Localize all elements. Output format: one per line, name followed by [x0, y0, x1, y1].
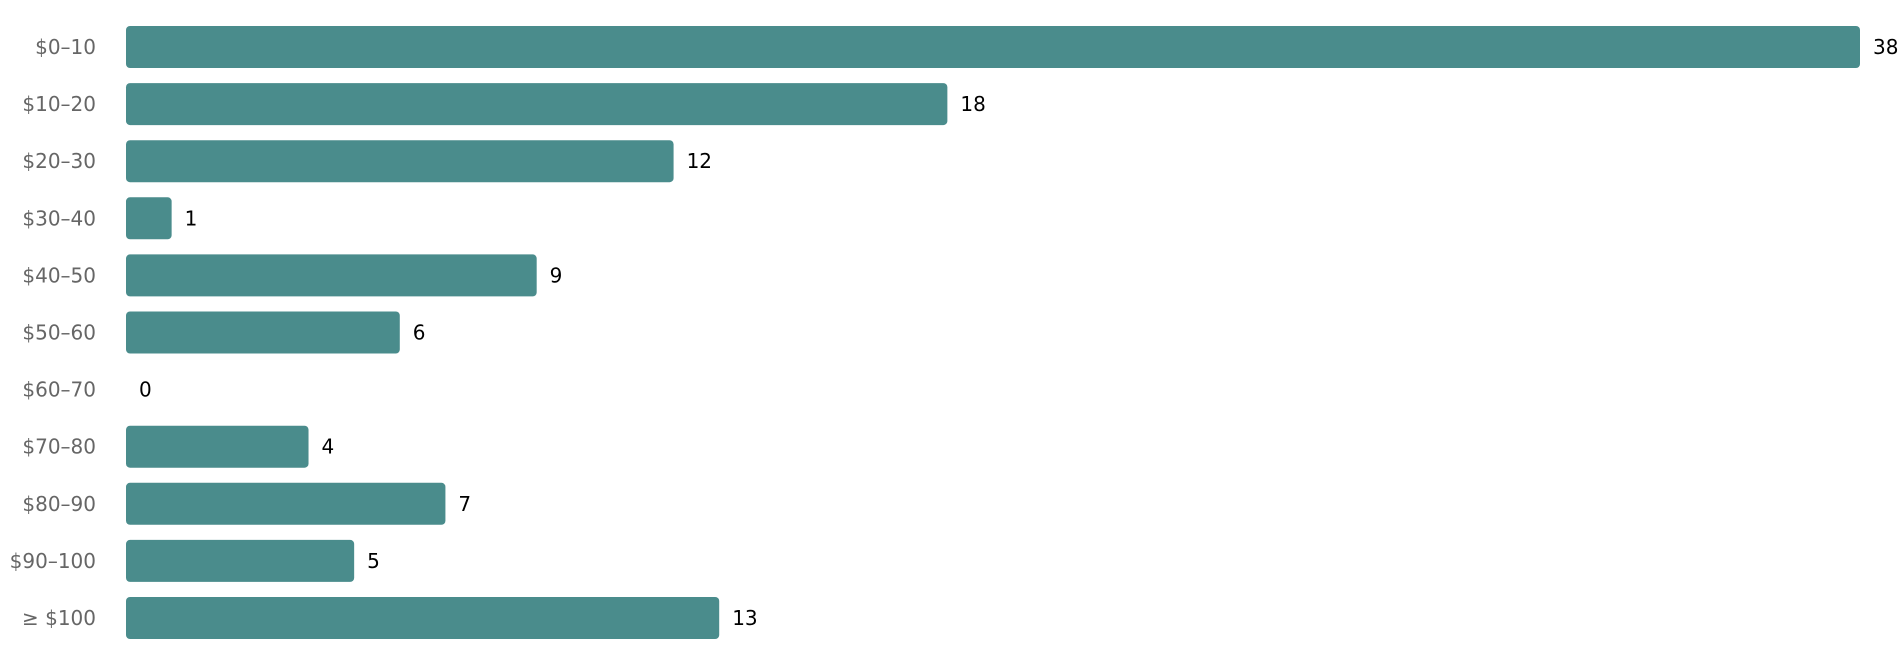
bar: [126, 425, 309, 468]
value-label: 7: [458, 492, 471, 516]
category-label: $80–90: [22, 492, 96, 516]
bar: [126, 482, 446, 525]
bar: [126, 26, 1860, 68]
bar: [126, 254, 537, 297]
value-label: 4: [322, 435, 335, 459]
category-label: $40–50: [22, 263, 96, 287]
value-label: 13: [732, 606, 757, 630]
value-label: 6: [413, 321, 426, 345]
value-label: 1: [185, 206, 198, 230]
category-label: $0–10: [35, 35, 96, 59]
category-label: $90–100: [10, 549, 96, 573]
category-label: $50–60: [22, 321, 96, 345]
value-label: 0: [139, 378, 152, 402]
bar: [126, 597, 720, 639]
bar: [126, 83, 948, 126]
category-label: ≥ $100: [22, 606, 96, 630]
value-label: 5: [367, 549, 380, 573]
bar: [126, 539, 355, 582]
bar: [126, 140, 674, 183]
category-label: $70–80: [22, 435, 96, 459]
value-label: 12: [687, 149, 712, 173]
bar: [126, 311, 400, 354]
bar: [126, 197, 172, 240]
value-label: 18: [960, 92, 985, 116]
category-label: $60–70: [22, 378, 96, 402]
category-label: $30–40: [22, 206, 96, 230]
category-label: $20–30: [22, 149, 96, 173]
category-label: $10–20: [22, 92, 96, 116]
value-label: 9: [550, 263, 563, 287]
value-label: 38: [1873, 35, 1898, 59]
